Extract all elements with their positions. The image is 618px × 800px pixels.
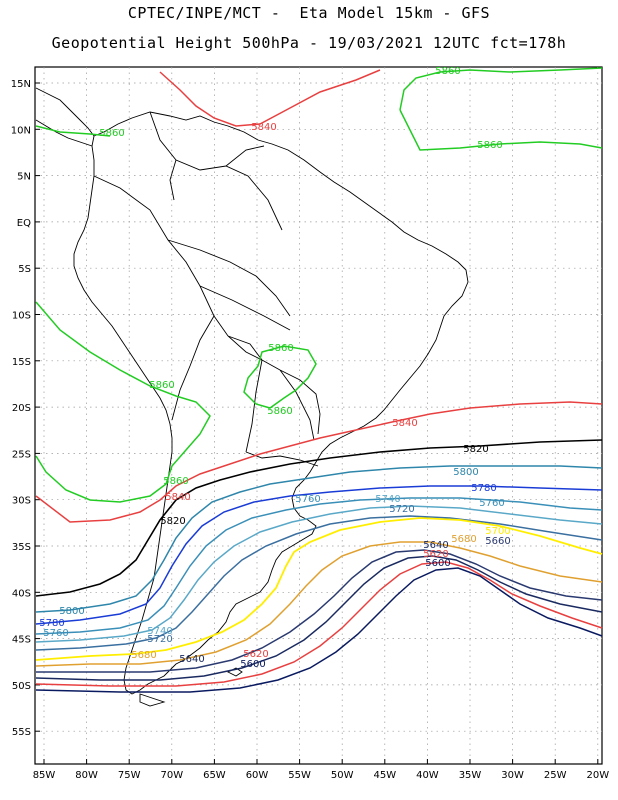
lat-tick-label: 30S xyxy=(12,496,31,507)
contour-5680 xyxy=(35,541,603,667)
lat-tick-label: 50S xyxy=(12,681,31,692)
lon-tick-label: 20W xyxy=(586,770,609,781)
contour-label: 5740 xyxy=(375,494,400,505)
contour-label: 5640 xyxy=(423,540,448,551)
lat-tick-label: 35S xyxy=(12,542,31,553)
contour-label: 5860 xyxy=(163,476,188,487)
tierra-del-fuego xyxy=(139,693,166,707)
axis-labels: 85W 80W 75W 70W 65W 60W 55W 50W 45W 40W 35W 30W 25W 2… xyxy=(11,79,609,781)
contour-5860-northwest xyxy=(35,125,111,137)
contour-label: 5800 xyxy=(59,606,84,617)
contour-label: 5820 xyxy=(463,444,488,455)
contour-label: 5660 xyxy=(485,536,510,547)
contour-5860-west xyxy=(35,301,211,503)
contour-5660 xyxy=(36,549,603,673)
contour-5740 xyxy=(35,505,603,643)
contour-label: 5640 xyxy=(179,654,204,665)
contour-labels: 5860 5860 5860 5860 5860 5860 5860 5840 5840 5840… xyxy=(39,66,510,670)
south-america-coast xyxy=(73,111,469,695)
lat-tick-label: 5N xyxy=(17,172,31,183)
contour-5640 xyxy=(35,555,603,681)
lat-tick-label: 15N xyxy=(11,79,31,90)
contour-label: 5840 xyxy=(165,492,190,503)
contour-label: 5760 xyxy=(295,494,320,505)
lon-tick-label: 25W xyxy=(544,770,567,781)
lon-tick-label: 70W xyxy=(160,770,183,781)
lat-tick-label: 15S xyxy=(12,357,31,368)
axis-ticks xyxy=(35,82,599,764)
contour-5860-north xyxy=(399,67,603,111)
contour-label: 5680 xyxy=(451,534,476,545)
contour-label: 5700 xyxy=(485,526,510,537)
contour-label: 5720 xyxy=(389,504,414,515)
central-america-coast xyxy=(35,87,95,147)
lon-tick-label: 75W xyxy=(118,770,141,781)
contour-5840-north xyxy=(159,69,381,127)
contour-label: 5860 xyxy=(477,140,502,151)
contour-label: 5840 xyxy=(251,122,276,133)
contour-label: 5760 xyxy=(479,498,504,509)
lat-tick-label: EQ xyxy=(17,218,31,229)
country-borders xyxy=(93,111,321,467)
contour-label: 5740 xyxy=(147,626,172,637)
lat-tick-label: 5S xyxy=(18,264,31,275)
lat-tick-label: 20S xyxy=(12,403,31,414)
contour-5700 xyxy=(35,517,603,661)
lon-tick-label: 55W xyxy=(288,770,311,781)
contour-label: 5760 xyxy=(43,628,68,639)
contour-label: 5820 xyxy=(160,516,185,527)
contour-5600 xyxy=(35,567,603,693)
map-title-line-1: CPTEC/INPE/MCT - Eta Model 15km - GFS xyxy=(127,4,491,22)
contour-label: 5780 xyxy=(39,618,64,629)
lat-tick-label: 25S xyxy=(12,449,31,460)
contour-5620 xyxy=(35,561,603,687)
lon-tick-label: 80W xyxy=(75,770,98,781)
contour-label: 5800 xyxy=(453,467,478,478)
lat-tick-label: 10S xyxy=(12,311,31,322)
lat-tick-label: 10N xyxy=(11,125,31,136)
contour-label: 5620 xyxy=(423,549,448,560)
lat-tick-label: 40S xyxy=(12,588,31,599)
contour-label: 5680 xyxy=(131,650,156,661)
lon-tick-label: 85W xyxy=(33,770,56,781)
contour-label: 5860 xyxy=(435,66,460,77)
contour-5720 xyxy=(35,515,603,651)
lat-tick-label: 55S xyxy=(12,727,31,738)
lat-tick-label: 45S xyxy=(12,635,31,646)
contour-5840-main xyxy=(35,401,603,523)
lon-tick-label: 35W xyxy=(459,770,482,781)
contour-label: 5600 xyxy=(425,558,450,569)
contour-label: 5860 xyxy=(268,343,293,354)
contour-5800 xyxy=(35,465,603,613)
contour-label: 5840 xyxy=(392,418,417,429)
contour-5820 xyxy=(35,439,603,597)
contour-5760 xyxy=(35,497,603,635)
contour-label: 5600 xyxy=(240,659,265,670)
contour-label: 5860 xyxy=(267,406,292,417)
contour-label: 5860 xyxy=(149,380,174,391)
lon-tick-label: 50W xyxy=(331,770,354,781)
contours xyxy=(35,67,603,693)
gridlines xyxy=(35,67,602,764)
contour-5860-northeast xyxy=(399,109,603,151)
contour-5780 xyxy=(35,485,603,625)
contour-label: 5720 xyxy=(147,634,172,645)
lon-tick-label: 45W xyxy=(373,770,396,781)
lon-tick-label: 65W xyxy=(203,770,226,781)
contour-label: 5620 xyxy=(243,649,268,660)
lon-tick-label: 40W xyxy=(416,770,439,781)
contour-label: 5780 xyxy=(471,483,496,494)
contour-label: 5860 xyxy=(99,128,124,139)
lon-tick-label: 60W xyxy=(246,770,269,781)
map-title-line-2: Geopotential Height 500hPa - 19/03/2021 … xyxy=(51,34,567,52)
lon-tick-label: 30W xyxy=(501,770,524,781)
contour-5860-interior xyxy=(243,345,317,409)
map-frame xyxy=(34,66,603,765)
